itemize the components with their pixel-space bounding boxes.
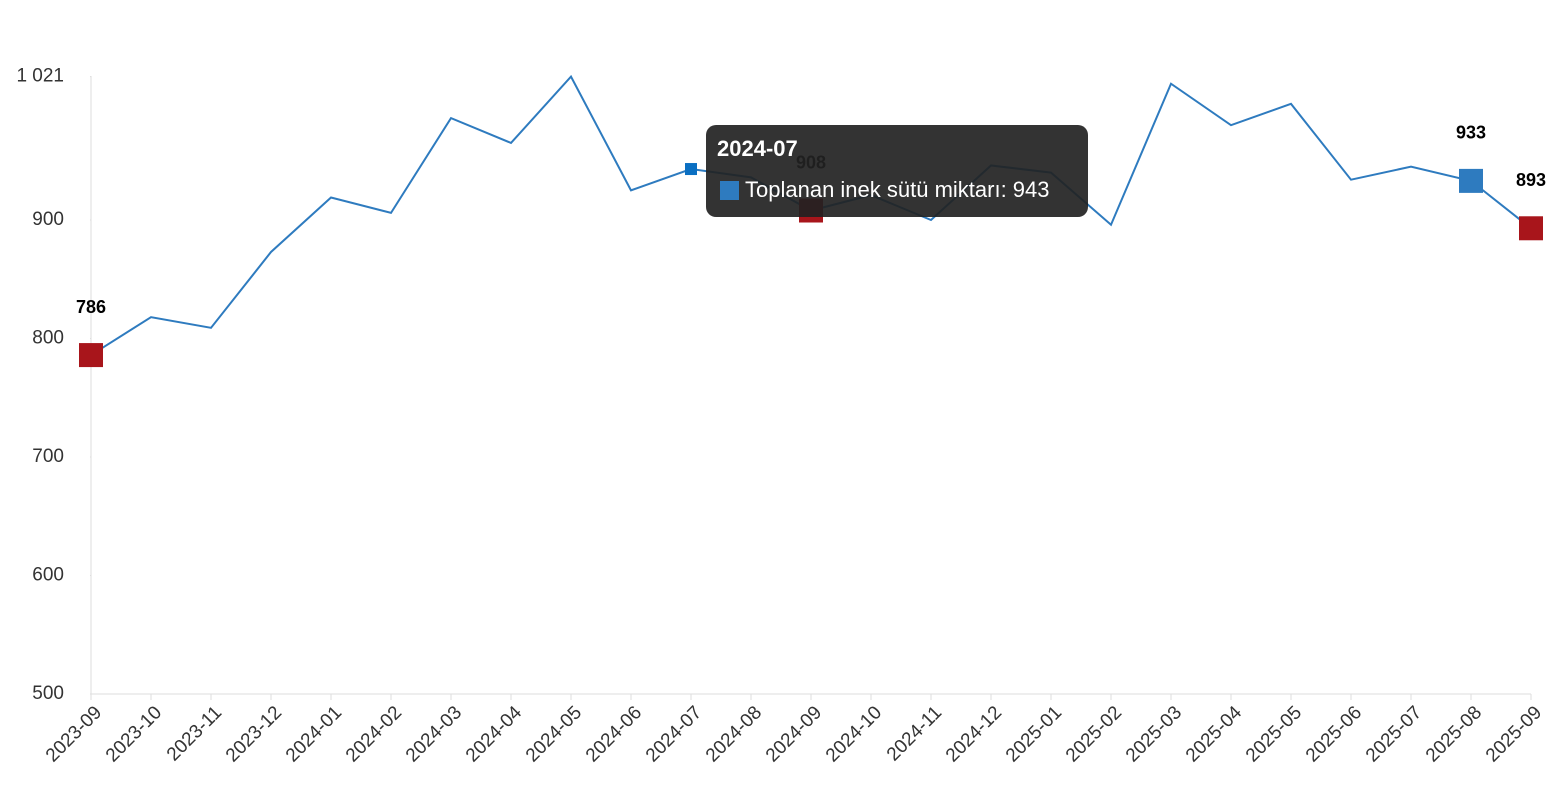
y-tick-label: 800	[32, 328, 64, 349]
x-tick-label: 2025-06	[1302, 702, 1366, 766]
y-tick-label: 700	[32, 446, 64, 467]
x-tick-label: 2025-04	[1182, 702, 1246, 766]
x-tick-label: 2025-01	[1002, 702, 1066, 766]
tooltip-swatch	[720, 181, 739, 200]
x-tick-label: 2024-02	[342, 702, 406, 766]
x-tick-label: 2024-10	[822, 702, 886, 766]
x-tick-label: 2025-05	[1242, 702, 1306, 766]
y-tick-label: 1 021	[16, 66, 64, 87]
x-tick-label: 2024-11	[883, 702, 946, 765]
x-tick-label: 2025-08	[1422, 702, 1486, 766]
marker	[1519, 216, 1543, 241]
x-tick-label: 2024-12	[942, 702, 1006, 766]
x-tick-label: 2024-05	[522, 702, 586, 766]
data-label: 786	[76, 297, 106, 317]
x-tick-label: 2024-04	[462, 702, 526, 766]
x-tick-label: 2024-01	[282, 702, 346, 766]
y-tick-label: 500	[32, 683, 64, 704]
tooltip-box	[706, 125, 1088, 217]
marker	[1459, 168, 1483, 193]
x-tick-label: 2025-09	[1482, 702, 1546, 766]
x-tick-label: 2024-03	[402, 702, 466, 766]
data-label: 933	[1456, 123, 1486, 143]
data-label: 893	[1516, 170, 1546, 190]
tooltip: 2024-07 Toplanan inek sütü miktarı: 943	[706, 125, 1088, 217]
x-tick-label: 2024-06	[582, 702, 646, 766]
x-tick-label: 2024-09	[762, 702, 826, 766]
x-tick-label: 2024-08	[702, 702, 766, 766]
hover-marker	[685, 163, 697, 176]
x-tick-label: 2025-03	[1122, 702, 1186, 766]
tooltip-title: 2024-07	[717, 136, 798, 161]
x-tick-label: 2023-11	[163, 702, 226, 765]
x-tick-label: 2025-02	[1062, 702, 1126, 766]
x-tick-label: 2025-07	[1362, 702, 1426, 766]
tooltip-text: Toplanan inek sütü miktarı: 943	[745, 177, 1050, 202]
y-tick-label: 900	[32, 209, 64, 230]
x-tick-label: 2023-09	[42, 702, 106, 766]
x-tick-label: 2023-12	[222, 702, 286, 766]
y-tick-label: 600	[32, 565, 64, 586]
marker	[79, 343, 103, 368]
x-tick-label: 2023-10	[102, 702, 166, 766]
x-tick-label: 2024-07	[642, 702, 706, 766]
